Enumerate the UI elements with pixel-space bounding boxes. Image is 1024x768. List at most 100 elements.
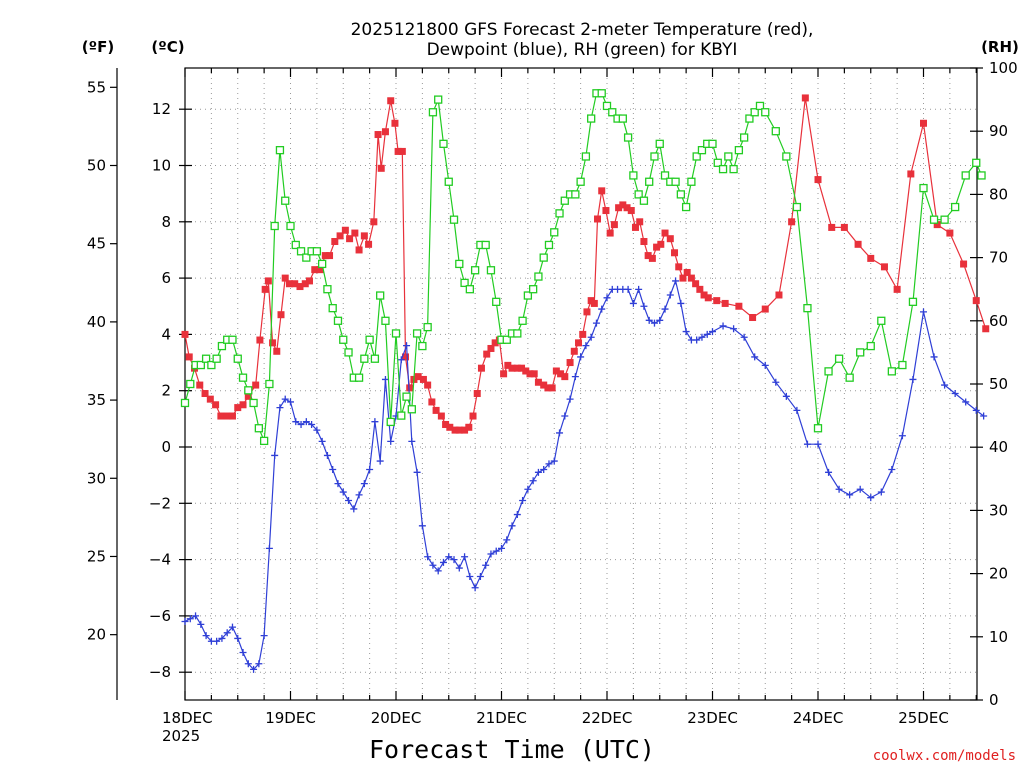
rh-point — [813, 424, 823, 433]
rh-point — [534, 272, 543, 281]
temperature-point — [355, 246, 363, 254]
dewpoint-point — [260, 632, 268, 640]
celsius-tick-label: 6 — [161, 269, 171, 287]
dewpoint-point — [693, 336, 701, 344]
chart-title-line-2: Dewpoint (blue), RH (green) for KBYI — [427, 40, 738, 60]
rh-point — [951, 202, 960, 212]
temperature-point — [424, 381, 432, 389]
rh-point — [233, 354, 242, 363]
temperature-point — [331, 238, 339, 246]
rh-point — [302, 253, 311, 262]
temperature-point — [491, 339, 499, 347]
credit-link[interactable]: coolwx.com/models — [873, 748, 1016, 764]
dewpoint-point — [624, 285, 632, 293]
temperature-line — [184, 97, 987, 431]
temperature-point — [465, 423, 473, 431]
fahrenheit-tick-label: 35 — [87, 391, 106, 409]
temperature-point — [387, 97, 395, 105]
temperature-point — [244, 392, 252, 400]
dewpoint-point — [867, 494, 875, 502]
temperature-point — [557, 370, 565, 378]
rh-point — [792, 202, 802, 212]
rh-point — [856, 348, 865, 357]
celsius-tick-label: −4 — [149, 551, 171, 569]
rh-point — [201, 354, 211, 363]
rh-point — [681, 202, 691, 212]
temperature-point — [212, 401, 220, 409]
rh-point — [365, 335, 374, 344]
rh-point — [376, 291, 385, 300]
fahrenheit-tick-label: 45 — [87, 235, 106, 253]
temperature-point — [526, 370, 534, 378]
dewpoint-point — [524, 485, 532, 493]
temperature-point — [483, 350, 491, 358]
temperature-point — [661, 229, 669, 237]
rh-point — [972, 158, 981, 167]
temperature-point — [907, 170, 915, 178]
rh-point — [755, 101, 765, 111]
rh-point — [977, 171, 986, 180]
dewpoint-point — [250, 665, 258, 673]
temperature-point — [960, 260, 968, 268]
rh-tick-label: 70 — [989, 249, 1008, 267]
rh-point — [402, 392, 411, 401]
temperature-point — [518, 364, 526, 372]
dewpoint-point — [534, 468, 542, 476]
rh-tick-label: 90 — [989, 122, 1008, 140]
temperature-point — [615, 204, 623, 212]
rh-point — [513, 329, 522, 338]
rh-point — [391, 329, 401, 338]
dewpoint-point — [387, 437, 395, 445]
dewpoint-point — [287, 398, 294, 406]
temperature-point — [285, 280, 293, 288]
rh-point — [544, 240, 554, 250]
fahrenheit-tick-label: 20 — [87, 626, 106, 644]
dewpoint-point — [980, 412, 988, 420]
dewpoint-point — [413, 468, 421, 476]
dewpoint-point — [471, 584, 479, 592]
rh-point — [281, 196, 290, 205]
dewpoint-point — [366, 466, 374, 474]
dewpoint-point — [709, 328, 716, 336]
dewpoint-point — [782, 392, 790, 400]
temperature-point — [946, 229, 954, 237]
dewpoint-point — [582, 342, 590, 350]
rh-point — [275, 146, 285, 155]
rh-point — [529, 285, 538, 294]
dewpoint-point — [197, 620, 205, 628]
temperature-point — [398, 147, 406, 155]
temperature-point — [185, 353, 193, 361]
dewpoint-point — [508, 522, 516, 530]
rh-tick-label: 30 — [989, 501, 1008, 519]
dewpoint-point — [276, 404, 284, 412]
dewpoint-point — [909, 375, 917, 383]
dewpoint-point — [672, 277, 680, 285]
temperature-point — [623, 204, 631, 212]
dewpoint-point — [661, 305, 669, 313]
rh-point — [782, 152, 791, 161]
temperature-point — [437, 412, 445, 420]
rh-point — [708, 139, 717, 148]
dewpoint-point — [439, 558, 447, 566]
rh-point — [265, 379, 274, 389]
dewpoint-point — [424, 553, 432, 561]
rh-point — [249, 398, 258, 408]
temperature-point — [972, 297, 980, 305]
temperature-point — [374, 131, 382, 139]
dewpoint-point — [181, 618, 189, 626]
dewpoint-point — [592, 319, 600, 327]
temperature-point — [196, 381, 204, 389]
dewpoint-point — [898, 432, 906, 440]
dewpoint-point — [650, 319, 658, 327]
dewpoint-point — [329, 466, 337, 474]
rh-point — [270, 221, 279, 231]
temperature-point — [341, 226, 349, 234]
rh-point — [550, 228, 559, 237]
rh-point — [539, 253, 548, 262]
dewpoint-point — [334, 480, 342, 488]
dewpoint-point — [466, 572, 474, 580]
temperature-point — [217, 412, 225, 420]
temperature-point — [264, 277, 272, 285]
temperature-point — [508, 364, 516, 372]
temperature-point — [683, 268, 691, 276]
